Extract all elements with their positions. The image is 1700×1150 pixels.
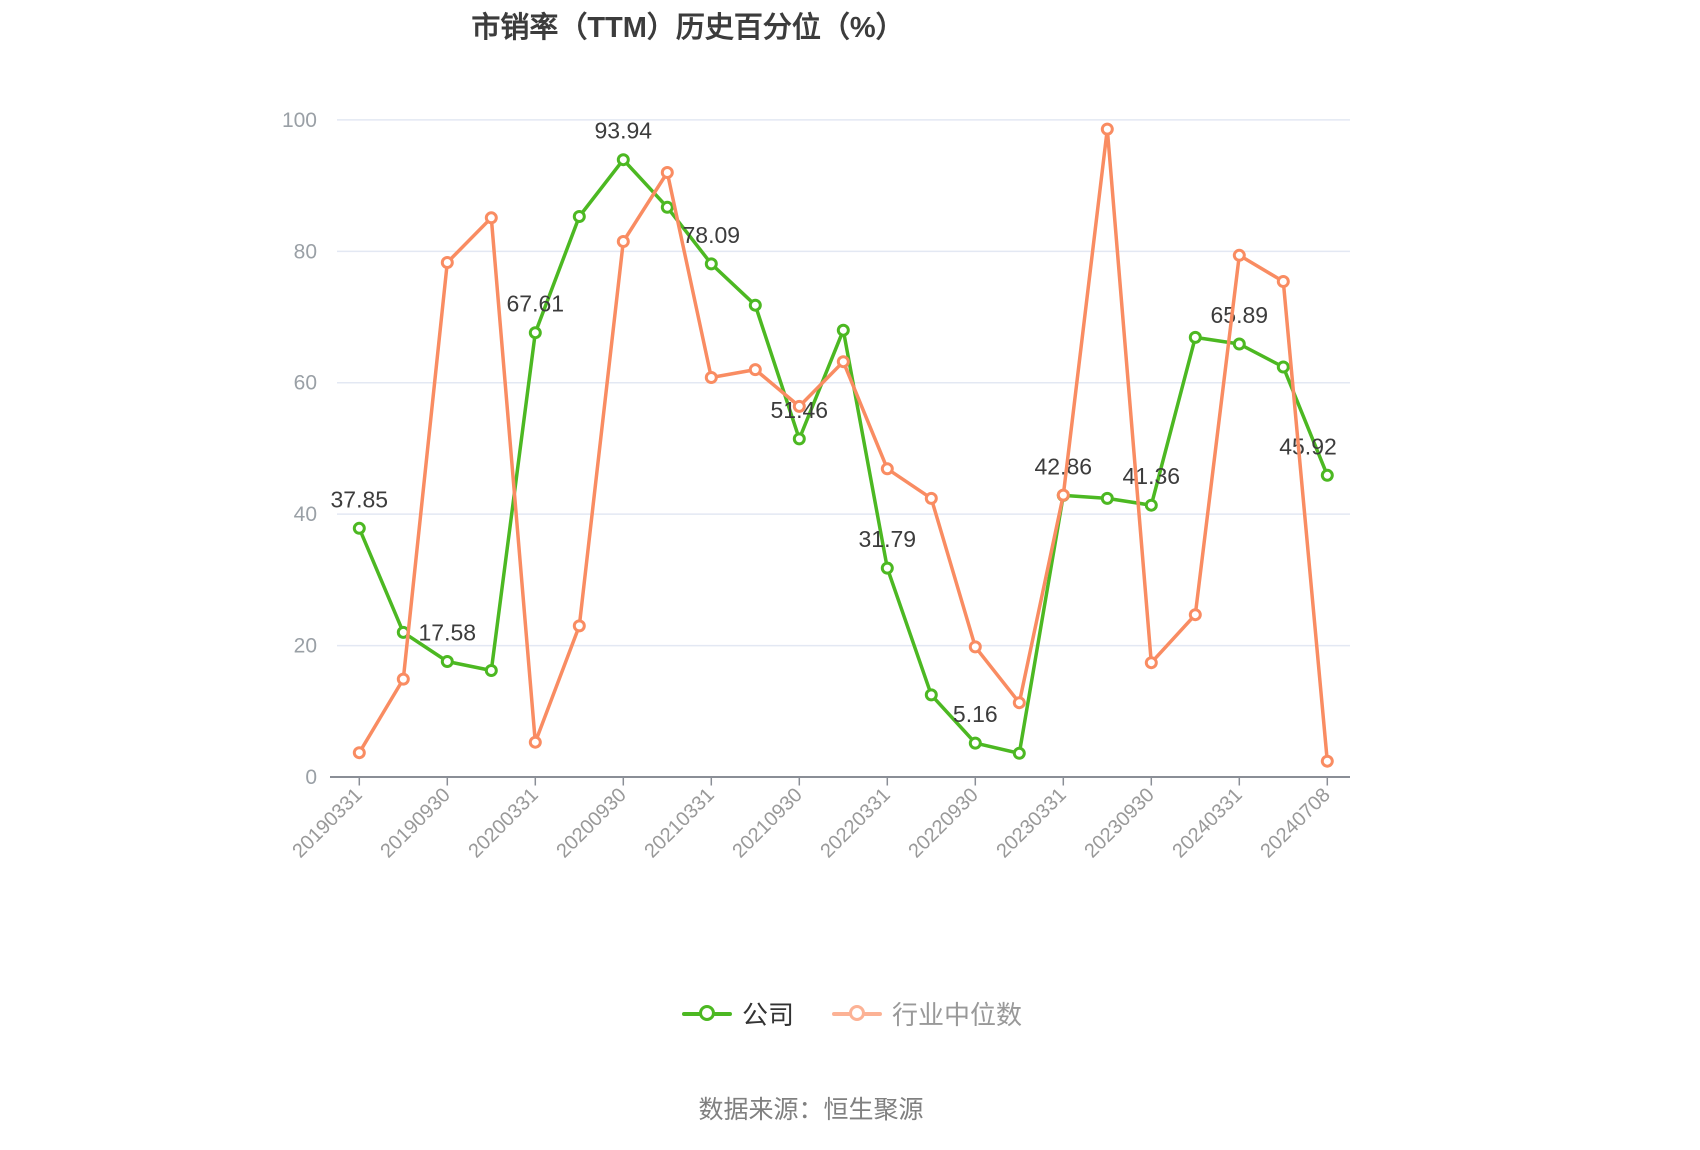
data-point[interactable] bbox=[440, 256, 454, 269]
data-point[interactable] bbox=[1320, 468, 1334, 482]
data-point[interactable] bbox=[1100, 491, 1114, 505]
data-point[interactable] bbox=[792, 399, 806, 413]
y-axis-label: 60 bbox=[294, 372, 317, 395]
data-point[interactable] bbox=[528, 326, 542, 340]
data-point[interactable] bbox=[352, 521, 366, 535]
x-axis-label: 20240708 bbox=[1256, 784, 1334, 862]
data-point[interactable] bbox=[396, 672, 410, 686]
data-point[interactable] bbox=[924, 491, 938, 505]
x-axis-label: 20230331 bbox=[992, 784, 1070, 862]
point-value-label: 78.09 bbox=[683, 222, 741, 248]
y-axis-label: 80 bbox=[294, 240, 317, 263]
data-point[interactable] bbox=[968, 736, 982, 750]
data-point[interactable] bbox=[1100, 122, 1114, 136]
data-point[interactable] bbox=[704, 257, 718, 271]
data-point[interactable] bbox=[1320, 754, 1334, 768]
legend: 公司 行业中位数 bbox=[681, 995, 1022, 1032]
point-value-label: 17.58 bbox=[419, 620, 477, 646]
point-value-label: 65.89 bbox=[1211, 302, 1269, 328]
data-point[interactable] bbox=[1232, 337, 1246, 351]
data-point[interactable] bbox=[748, 298, 762, 312]
data-point[interactable] bbox=[880, 561, 894, 575]
x-axis-label: 20240331 bbox=[1168, 784, 1246, 862]
industry-series-line bbox=[357, 127, 1330, 763]
x-axis-label: 20220930 bbox=[904, 784, 982, 862]
data-point[interactable] bbox=[572, 619, 586, 633]
x-axis-label: 20210930 bbox=[728, 784, 806, 862]
data-point[interactable] bbox=[1276, 360, 1290, 374]
data-point[interactable] bbox=[484, 211, 498, 225]
industry-line-marker-icon bbox=[832, 1005, 882, 1023]
data-point[interactable] bbox=[1144, 656, 1158, 670]
y-axis-label: 100 bbox=[282, 109, 317, 132]
data-point[interactable] bbox=[352, 746, 366, 760]
data-point[interactable] bbox=[1276, 275, 1290, 288]
data-point[interactable] bbox=[968, 640, 982, 654]
company-line-marker-icon bbox=[681, 1005, 732, 1023]
data-point[interactable] bbox=[924, 688, 938, 702]
point-value-label: 31.79 bbox=[859, 526, 917, 552]
data-point[interactable] bbox=[484, 664, 498, 677]
point-value-label: 93.94 bbox=[595, 118, 653, 144]
legend-label-company: 公司 bbox=[741, 1000, 794, 1030]
chart-title: 市销率（TTM）历史百分位（%） bbox=[471, 12, 905, 44]
point-value-label: 37.85 bbox=[331, 486, 389, 512]
point-value-label: 5.16 bbox=[953, 701, 998, 727]
x-axis-label: 20190331 bbox=[288, 784, 366, 862]
legend-item-industry-median[interactable]: 行业中位数 bbox=[832, 995, 1022, 1032]
y-axis-label: 20 bbox=[294, 635, 317, 658]
x-axis-label: 20200930 bbox=[552, 784, 630, 862]
data-point[interactable] bbox=[1012, 746, 1026, 760]
x-axis-label: 20190930 bbox=[376, 784, 454, 862]
point-value-label: 45.92 bbox=[1279, 433, 1337, 459]
data-point[interactable] bbox=[1144, 498, 1158, 512]
marker-ring bbox=[698, 1005, 715, 1021]
data-source-note: 数据来源：恒生聚源 bbox=[698, 1096, 924, 1124]
data-point[interactable] bbox=[1012, 696, 1026, 710]
data-point[interactable] bbox=[616, 153, 630, 167]
data-point[interactable] bbox=[528, 735, 542, 749]
data-point[interactable] bbox=[792, 432, 806, 446]
data-point[interactable] bbox=[836, 355, 850, 369]
x-axis-label: 20230930 bbox=[1080, 784, 1158, 862]
x-axis-label: 20220331 bbox=[816, 784, 894, 862]
point-value-label: 41.36 bbox=[1123, 463, 1181, 489]
y-axis-label: 0 bbox=[305, 766, 317, 789]
data-point[interactable] bbox=[660, 166, 674, 179]
data-point[interactable] bbox=[1232, 248, 1246, 262]
data-point[interactable] bbox=[836, 323, 850, 337]
data-point[interactable] bbox=[616, 235, 630, 248]
data-point[interactable] bbox=[572, 210, 586, 223]
company-series-line bbox=[357, 157, 1330, 756]
data-point[interactable] bbox=[1056, 488, 1070, 502]
point-value-label: 42.86 bbox=[1035, 453, 1093, 479]
data-point[interactable] bbox=[880, 462, 894, 476]
legend-label-industry-median: 行业中位数 bbox=[892, 1000, 1023, 1030]
data-point[interactable] bbox=[704, 371, 718, 384]
y-axis-label: 40 bbox=[294, 503, 317, 526]
point-value-label: 67.61 bbox=[507, 291, 565, 317]
x-axis-label: 20200331 bbox=[464, 784, 542, 862]
data-point[interactable] bbox=[748, 363, 762, 377]
legend-item-company[interactable]: 公司 bbox=[681, 995, 794, 1032]
data-point[interactable] bbox=[660, 200, 674, 214]
data-point[interactable] bbox=[440, 655, 454, 668]
data-point[interactable] bbox=[1188, 330, 1202, 344]
x-axis-label: 20210331 bbox=[640, 784, 718, 862]
marker-ring bbox=[848, 1005, 865, 1021]
data-point[interactable] bbox=[1188, 608, 1202, 622]
